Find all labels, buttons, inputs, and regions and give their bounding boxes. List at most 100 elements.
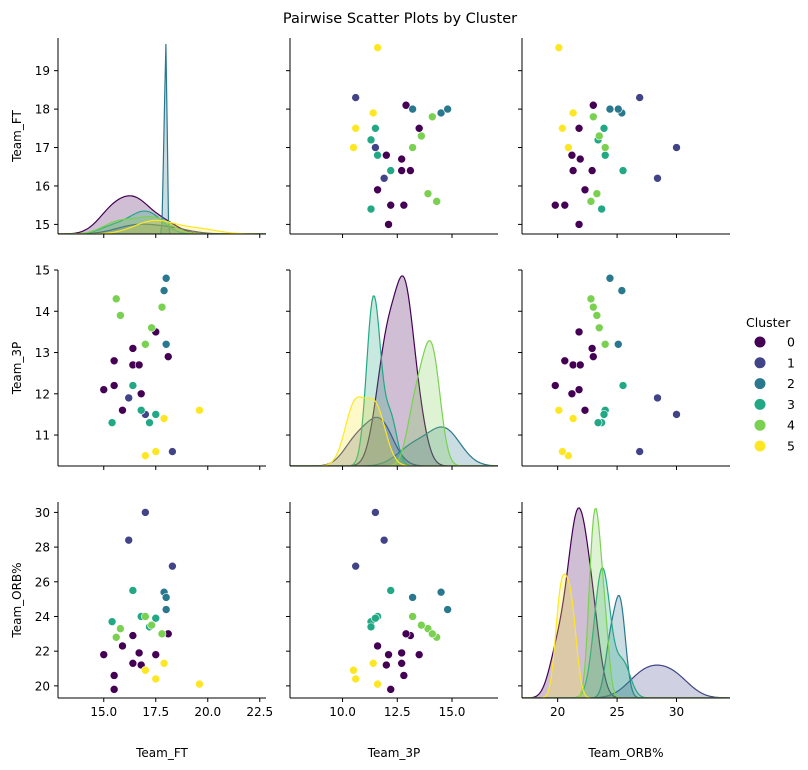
point-cluster-2-15 [605, 104, 615, 114]
y-tick-label: 20 [35, 679, 50, 693]
point-cluster-0-1 [560, 356, 570, 366]
point-cluster-3-19 [366, 135, 376, 145]
point-cluster-5-29 [373, 679, 382, 689]
point-cluster-0-7 [136, 389, 146, 399]
x-tick-label: 20 [550, 705, 565, 719]
kde-fill-cluster-5 [290, 396, 498, 466]
legend-marker-cluster-1 [754, 357, 766, 369]
point-cluster-4-23 [408, 143, 417, 152]
point-cluster-0-0 [574, 220, 584, 229]
legend-label-cluster-0: 0 [787, 335, 795, 350]
kde-fill-cluster-5 [522, 574, 730, 698]
point-cluster-0-9 [589, 352, 598, 361]
point-cluster-0-6 [134, 648, 144, 658]
point-cluster-0-0 [99, 650, 109, 659]
point-cluster-5-28 [568, 108, 578, 118]
point-cluster-3-18 [136, 405, 146, 415]
point-cluster-3-20 [371, 124, 380, 133]
point-cluster-0-5 [568, 360, 578, 370]
point-cluster-0-8 [151, 650, 161, 659]
point-cluster-0-5 [397, 659, 406, 668]
x-tick-label: 17.5 [142, 705, 169, 719]
point-cluster-1-11 [672, 410, 681, 419]
kde-line-cluster-2 [522, 594, 730, 698]
x-tick-label: 30 [669, 705, 684, 719]
point-cluster-0-2 [386, 685, 396, 694]
legend-marker-cluster-3 [754, 398, 766, 410]
legend-label-cluster-1: 1 [787, 355, 795, 370]
point-cluster-4-21 [111, 294, 121, 304]
point-cluster-3-19 [366, 622, 376, 632]
point-cluster-0-6 [134, 360, 144, 370]
point-cluster-3-16 [366, 204, 376, 214]
point-cluster-4-23 [141, 339, 150, 349]
point-cluster-1-10 [379, 535, 389, 545]
point-cluster-1-12 [635, 93, 644, 102]
y-axis-label: Team_ORB% [10, 562, 24, 638]
point-cluster-0-2 [386, 200, 396, 210]
point-cluster-4-22 [116, 624, 125, 633]
point-cluster-5-29 [554, 405, 564, 415]
point-cluster-4-25 [428, 112, 437, 122]
point-cluster-0-0 [384, 220, 393, 229]
kde-fill-cluster-0 [522, 507, 730, 698]
point-cluster-5-27 [151, 674, 161, 684]
panel-team-3p-vs-team-3p [286, 269, 498, 470]
point-cluster-4-22 [592, 189, 602, 198]
point-cluster-2-14 [613, 339, 623, 349]
legend-label-cluster-2: 2 [787, 376, 795, 391]
kde-fill-cluster-3 [522, 567, 730, 698]
point-cluster-2-14 [408, 593, 417, 602]
point-cluster-0-2 [109, 381, 119, 390]
point-cluster-0-3 [118, 641, 127, 651]
point-cluster-0-0 [574, 385, 584, 394]
point-cluster-4-24 [594, 131, 604, 141]
point-cluster-4-23 [408, 612, 417, 621]
point-cluster-0-2 [550, 200, 560, 210]
point-cluster-1-11 [141, 508, 150, 517]
point-cluster-4-25 [428, 629, 437, 639]
legend-marker-cluster-2 [754, 378, 766, 390]
legend-label-cluster-4: 4 [787, 418, 795, 433]
point-cluster-0-1 [109, 356, 119, 366]
point-cluster-5-27 [558, 447, 567, 456]
point-cluster-0-5 [568, 166, 578, 175]
point-cluster-4-22 [592, 311, 602, 320]
point-cluster-4-22 [423, 189, 433, 198]
point-cluster-0-0 [384, 650, 393, 659]
point-cluster-0-6 [397, 648, 406, 658]
point-cluster-5-26 [564, 143, 573, 152]
chart-title: Pairwise Scatter Plots by Cluster [283, 11, 517, 27]
point-cluster-1-12 [168, 447, 177, 456]
y-tick-label: 30 [35, 506, 50, 520]
point-cluster-4-21 [586, 294, 596, 304]
point-cluster-2-13 [436, 587, 446, 597]
point-cluster-3-20 [151, 410, 161, 419]
point-cluster-4-24 [147, 323, 156, 333]
point-cluster-2-14 [613, 104, 623, 114]
panel-team-3p-vs-team-ft: 11 12 13 14 15 Team_3P [10, 264, 266, 470]
point-cluster-1-10 [653, 393, 662, 403]
x-tick-label: 15.0 [90, 705, 117, 719]
point-cluster-4-21 [432, 197, 441, 206]
point-cluster-0-0 [99, 385, 109, 394]
point-cluster-3-16 [597, 204, 606, 214]
point-cluster-0-6 [575, 154, 585, 164]
kde-fill-cluster-1 [58, 224, 266, 234]
point-cluster-3-19 [593, 418, 603, 427]
y-tick-label: 17 [35, 141, 50, 155]
point-cluster-0-4 [587, 344, 597, 353]
point-cluster-4-23 [141, 612, 150, 621]
point-cluster-0-1 [399, 200, 409, 210]
kde-line-cluster-1 [522, 664, 730, 698]
point-cluster-0-5 [128, 659, 138, 668]
point-cluster-2-15 [161, 605, 171, 614]
point-cluster-5-26 [564, 451, 573, 460]
x-tick-label: 10.0 [329, 705, 356, 719]
point-cluster-0-8 [414, 124, 424, 133]
point-cluster-1-12 [635, 447, 644, 456]
point-cluster-0-1 [399, 671, 409, 680]
point-cluster-5-29 [195, 405, 204, 415]
point-cluster-3-17 [128, 381, 138, 390]
x-tick-label: 15.0 [439, 705, 466, 719]
